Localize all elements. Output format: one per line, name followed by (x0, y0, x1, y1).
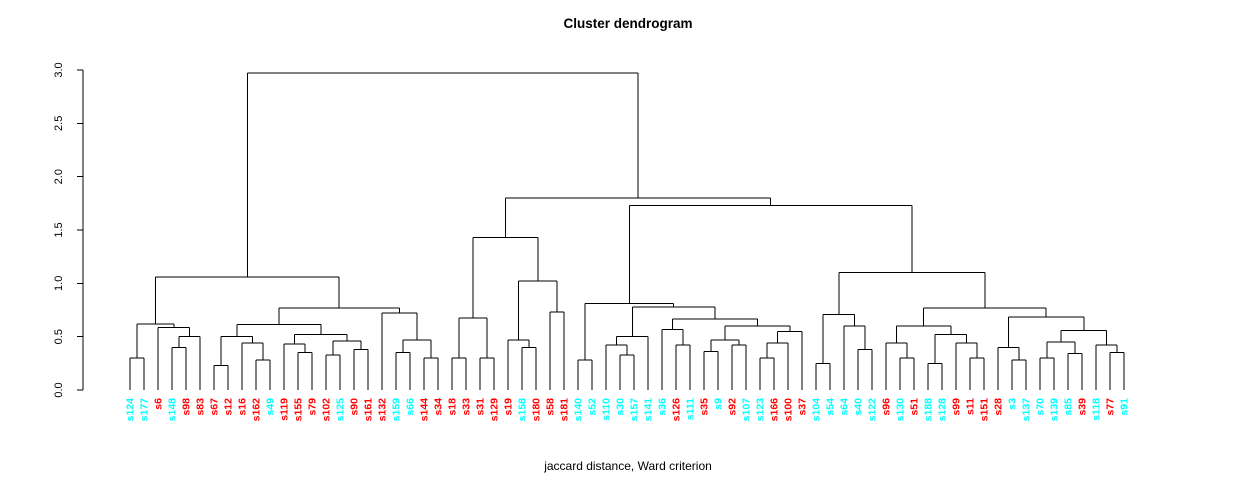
leaf-label-s162: s162 (251, 398, 263, 422)
leaf-label-s92: s92 (727, 398, 739, 416)
leaf-label-s102: s102 (321, 398, 333, 422)
leaf-label-s98: s98 (181, 398, 193, 416)
leaf-label-s66: s66 (405, 398, 417, 416)
leaf-label-s126: s126 (671, 398, 683, 422)
leaf-label-s77: s77 (1105, 398, 1117, 416)
leaf-label-s70: s70 (1035, 398, 1047, 416)
leaf-label-s158: s158 (517, 398, 529, 422)
leaf-label-s130: s130 (895, 398, 907, 422)
y-tick-label: 2.0 (53, 169, 65, 184)
leaf-label-s137: s137 (1021, 398, 1033, 422)
leaf-label-s177: s177 (139, 398, 151, 422)
leaf-label-s6: s6 (153, 398, 165, 410)
leaf-label-s9: s9 (713, 398, 725, 410)
leaf-label-s100: s100 (783, 398, 795, 422)
leaf-labels: s124 s177 s6 s148 s98 s83 s67 s12 s16 s162 s49 s119… (125, 398, 1131, 422)
leaf-label-s90: s90 (349, 398, 361, 416)
y-tick-label: 2.5 (53, 116, 65, 131)
leaf-label-s18: s18 (447, 398, 459, 416)
y-tick-label: 1.0 (53, 276, 65, 291)
leaf-label-s155: s155 (293, 398, 305, 422)
leaf-label-s104: s104 (811, 398, 823, 422)
chart-title: Cluster dendrogram (563, 16, 692, 31)
leaf-label-s107: s107 (741, 398, 753, 422)
leaf-label-s52: s52 (587, 398, 599, 416)
leaf-label-s161: s161 (363, 398, 375, 422)
leaf-label-s33: s33 (461, 398, 473, 416)
leaf-label-s129: s129 (489, 398, 501, 422)
leaf-label-s128: s128 (937, 398, 949, 422)
leaf-label-s31: s31 (475, 398, 487, 416)
leaf-label-s34: s34 (433, 398, 445, 416)
leaf-label-s159: s159 (391, 398, 403, 422)
y-tick-label: 3.0 (53, 62, 65, 77)
leaf-label-s19: s19 (503, 398, 515, 416)
leaf-label-s83: s83 (195, 398, 207, 416)
leaf-label-s37: s37 (797, 398, 809, 416)
leaf-label-s181: s181 (559, 398, 571, 422)
leaf-label-s91: s91 (1119, 398, 1131, 416)
leaf-label-s124: s124 (125, 398, 137, 422)
y-axis: 0.0 0.5 1.0 1.5 2.0 2.5 3.0 (53, 62, 84, 398)
leaf-label-s35: s35 (699, 398, 711, 416)
leaf-label-s111: s111 (685, 398, 697, 420)
leaf-label-s180: s180 (531, 398, 543, 422)
leaf-label-s16: s16 (237, 398, 249, 416)
leaf-label-s166: s166 (769, 398, 781, 422)
leaf-label-s123: s123 (755, 398, 767, 422)
leaf-label-s141: s141 (643, 398, 655, 422)
leaf-label-s148: s148 (167, 398, 179, 422)
leaf-label-s139: s139 (1049, 398, 1061, 422)
leaf-label-s125: s125 (335, 398, 347, 422)
leaf-label-s99: s99 (951, 398, 963, 416)
leaf-label-s140: s140 (573, 398, 585, 422)
leaf-label-s79: s79 (307, 398, 319, 416)
x-axis-label: jaccard distance, Ward criterion (543, 459, 712, 473)
leaf-label-s122: s122 (867, 398, 879, 422)
leaf-label-s51: s51 (909, 398, 921, 416)
y-tick-label: 0.0 (53, 382, 65, 397)
leaf-label-s39: s39 (1077, 398, 1089, 416)
leaf-label-s67: s67 (209, 398, 221, 416)
leaf-label-s28: s28 (993, 398, 1005, 416)
leaf-label-s49: s49 (265, 398, 277, 416)
leaf-label-s188: s188 (923, 398, 935, 422)
leaf-label-s85: s85 (1063, 398, 1075, 416)
y-tick-label: 1.5 (53, 222, 65, 237)
leaf-label-s36: s36 (657, 398, 669, 416)
leaf-label-s119: s119 (279, 398, 291, 421)
leaf-label-s144: s144 (419, 398, 431, 422)
leaf-label-s40: s40 (853, 398, 865, 416)
leaf-label-s110: s110 (601, 398, 613, 421)
leaf-label-s58: s58 (545, 398, 557, 416)
leaf-label-s118: s118 (1091, 398, 1103, 421)
leaf-label-s3: s3 (1007, 398, 1019, 410)
leaf-label-s96: s96 (881, 398, 893, 416)
y-tick-label: 0.5 (53, 329, 65, 344)
leaf-label-s11: s11 (965, 398, 977, 415)
dendrogram-tree (129, 72, 1125, 390)
leaf-label-s12: s12 (223, 398, 235, 416)
leaf-label-s30: s30 (615, 398, 627, 416)
leaf-label-s54: s54 (825, 398, 837, 416)
leaf-label-s157: s157 (629, 398, 641, 422)
leaf-label-s64: s64 (839, 398, 851, 416)
leaf-label-s132: s132 (377, 398, 389, 422)
leaf-label-s151: s151 (979, 398, 991, 422)
